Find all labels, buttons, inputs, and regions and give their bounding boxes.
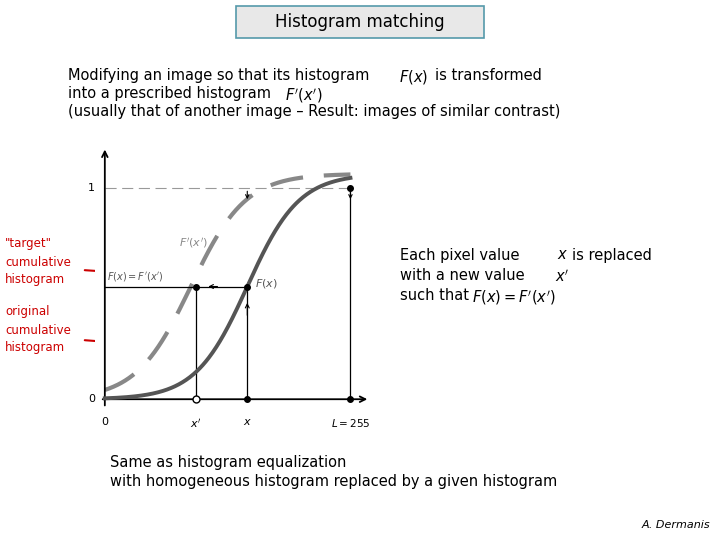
Text: Each pixel value: Each pixel value [400,248,520,263]
Text: Same as histogram equalization: Same as histogram equalization [110,455,346,470]
Text: $F(x)$: $F(x)$ [399,68,428,86]
Text: Histogram matching: Histogram matching [275,13,445,31]
Text: $F(x)=F'(x')$: $F(x)=F'(x')$ [107,270,164,284]
Text: $x'$: $x'$ [190,417,202,430]
Text: $x$: $x$ [243,417,252,427]
Text: $x'$: $x'$ [555,268,570,285]
Text: Modifying an image so that its histogram: Modifying an image so that its histogram [68,68,369,83]
Text: is transformed: is transformed [435,68,542,83]
Text: with homogeneous histogram replaced by a given histogram: with homogeneous histogram replaced by a… [110,474,557,489]
Text: (usually that of another image – Result: images of similar contrast): (usually that of another image – Result:… [68,104,560,119]
Text: is replaced: is replaced [572,248,652,263]
Text: 0: 0 [102,417,108,427]
Text: with a new value: with a new value [400,268,525,283]
Text: 1: 1 [88,184,95,193]
Text: $F(x) = F'(x')$: $F(x) = F'(x')$ [472,288,556,307]
Text: 0: 0 [88,394,95,404]
Text: $x$: $x$ [557,248,568,262]
Text: A. Dermanis: A. Dermanis [642,520,710,530]
Text: such that: such that [400,288,469,303]
Text: $F'(x')$: $F'(x')$ [285,86,323,105]
FancyBboxPatch shape [236,6,484,38]
Text: $F'(x')$: $F'(x')$ [179,236,207,249]
Text: into a prescribed histogram: into a prescribed histogram [68,86,271,101]
Text: $L=255$: $L=255$ [330,417,370,429]
Text: "target"
cumulative
histogram: "target" cumulative histogram [5,238,71,287]
Text: original
cumulative
histogram: original cumulative histogram [5,306,71,354]
Text: $F(x)$: $F(x)$ [255,277,277,290]
